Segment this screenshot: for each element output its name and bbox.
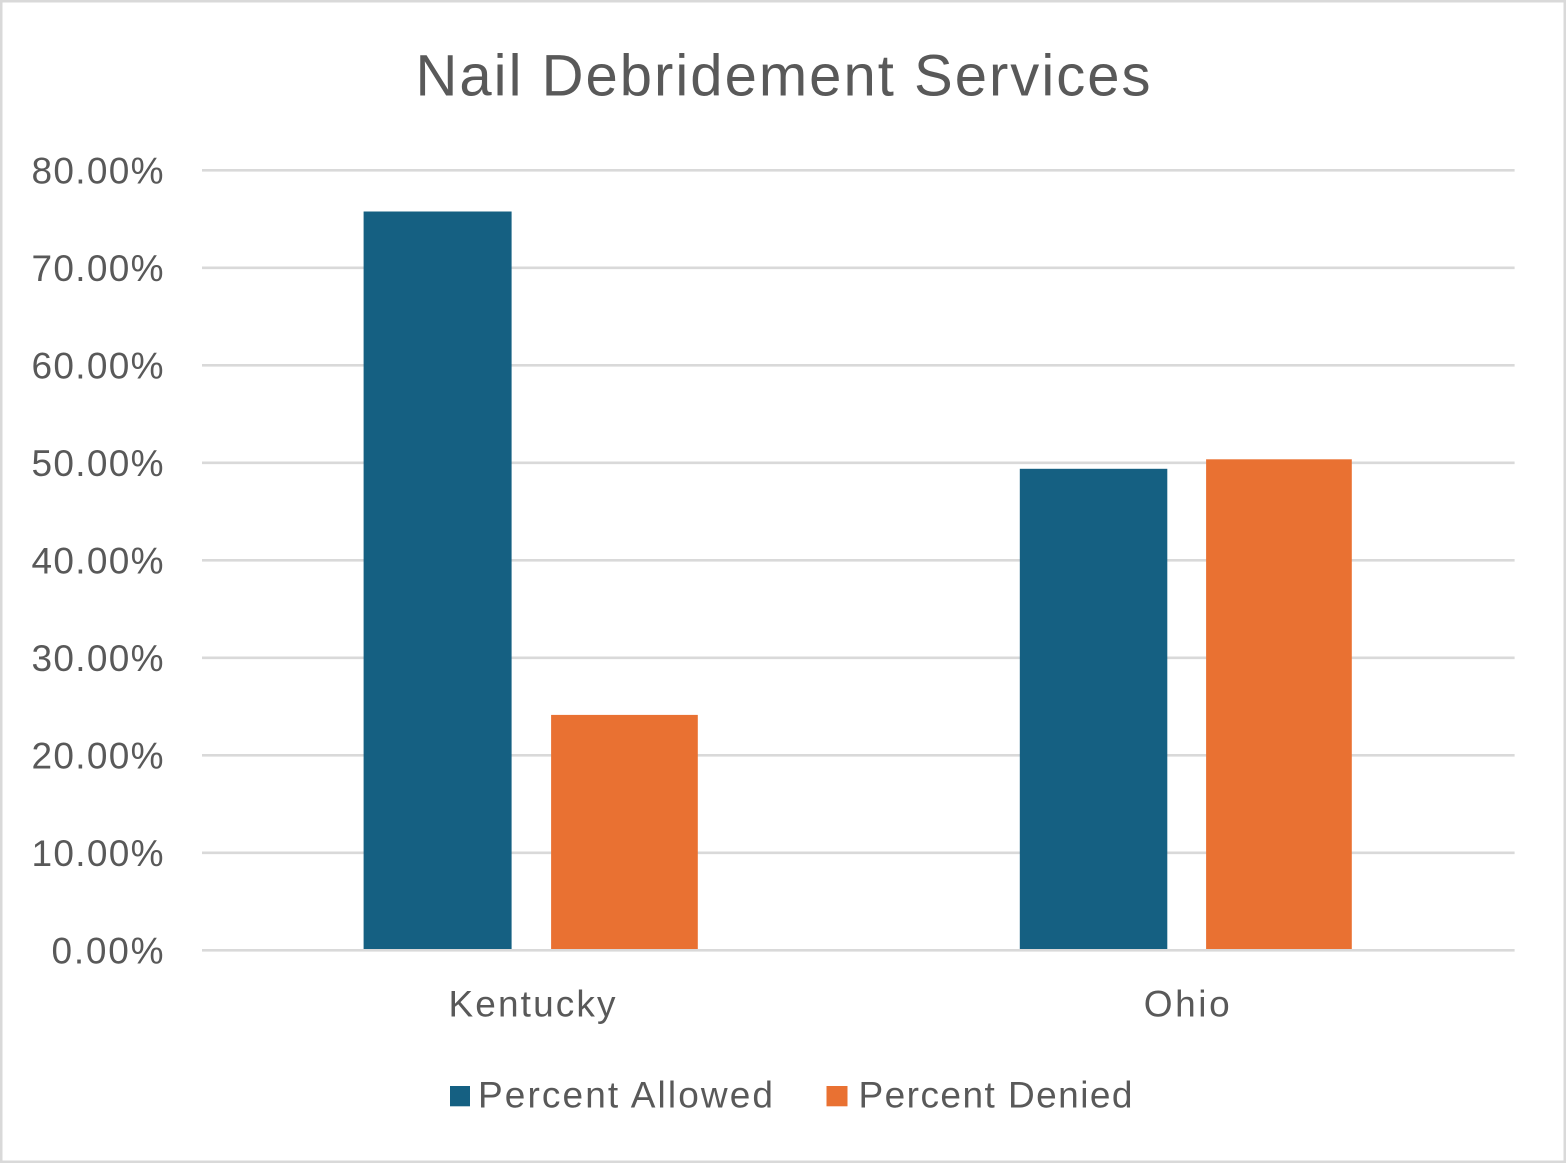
svg-text:Ohio: Ohio <box>1144 983 1230 1024</box>
svg-text:70.00%: 70.00% <box>32 248 164 289</box>
svg-text:50.00%: 50.00% <box>32 443 164 484</box>
svg-text:Nail Debridement Services: Nail Debridement Services <box>416 44 1151 109</box>
svg-text:20.00%: 20.00% <box>32 736 164 777</box>
svg-text:80.00%: 80.00% <box>32 151 164 192</box>
svg-text:Percent Allowed: Percent Allowed <box>478 1074 773 1115</box>
svg-text:60.00%: 60.00% <box>32 346 164 387</box>
svg-text:Kentucky: Kentucky <box>449 983 617 1024</box>
svg-text:0.00%: 0.00% <box>52 931 164 972</box>
svg-text:30.00%: 30.00% <box>32 638 164 679</box>
svg-text:Percent Denied: Percent Denied <box>859 1074 1133 1115</box>
svg-text:40.00%: 40.00% <box>32 541 164 582</box>
svg-text:10.00%: 10.00% <box>32 833 164 874</box>
